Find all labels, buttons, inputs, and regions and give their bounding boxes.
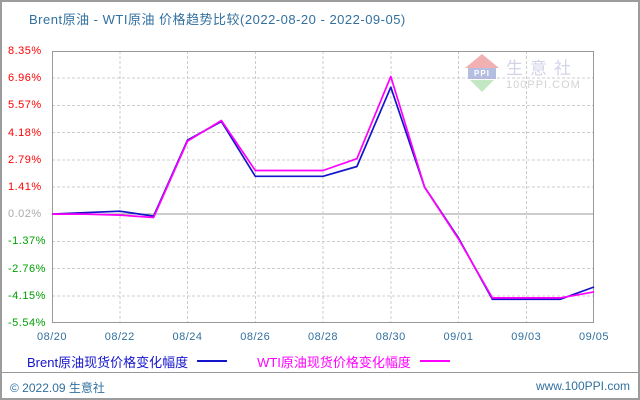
x-tick-label: 08/30 <box>375 331 406 343</box>
x-tick-label: 08/22 <box>104 331 135 343</box>
y-tick-label: 6.96% <box>8 72 42 85</box>
y-tick-label: 0.02% <box>8 208 42 221</box>
y-tick-label: 4.18% <box>8 126 42 139</box>
line-chart <box>51 51 595 323</box>
plot-area: PPI 生意社 100PPI.COM <box>51 51 595 323</box>
x-tick-label: 08/28 <box>307 331 339 343</box>
wti-series-line <box>52 75 595 299</box>
copyright-text: © 2022.09 生意社 <box>10 381 105 395</box>
y-tick-label: 8.35% <box>8 45 42 57</box>
legend: Brent原油现货价格变化幅度 WTI原油现货价格变化幅度 <box>27 352 450 370</box>
x-tick-label: 08/20 <box>36 331 68 343</box>
legend-wti-label: WTI原油现货价格变化幅度 <box>257 354 411 370</box>
x-tick-label: 09/01 <box>443 331 474 343</box>
brent-series-line <box>51 86 595 301</box>
y-tick-label: 2.79% <box>8 153 42 166</box>
footer-bar: © 2022.09 生意社 www.100PPI.com <box>2 372 638 398</box>
legend-brent-label: Brent原油现货价格变化幅度 <box>27 354 189 370</box>
legend-wti-line-sample <box>419 360 450 362</box>
y-tick-label: -1.37% <box>8 235 46 248</box>
x-tick-label: 08/26 <box>240 331 271 343</box>
legend-brent-line-sample <box>197 360 228 362</box>
chart-title: Brent原油 - WTI原油 价格趋势比较(2022-08-20 - 2022… <box>29 12 406 27</box>
y-tick-label: -4.15% <box>8 289 46 302</box>
x-tick-label: 09/05 <box>578 331 610 343</box>
y-tick-label: -5.54% <box>8 317 46 329</box>
plot-border <box>52 51 594 323</box>
x-tick-label: 08/24 <box>172 331 203 343</box>
y-tick-label: -2.76% <box>8 262 46 275</box>
website-text: www.100PPI.com <box>535 379 630 393</box>
y-tick-label: 1.41% <box>8 180 42 193</box>
y-tick-label: 5.57% <box>8 99 42 112</box>
x-tick-label: 09/03 <box>511 331 542 343</box>
